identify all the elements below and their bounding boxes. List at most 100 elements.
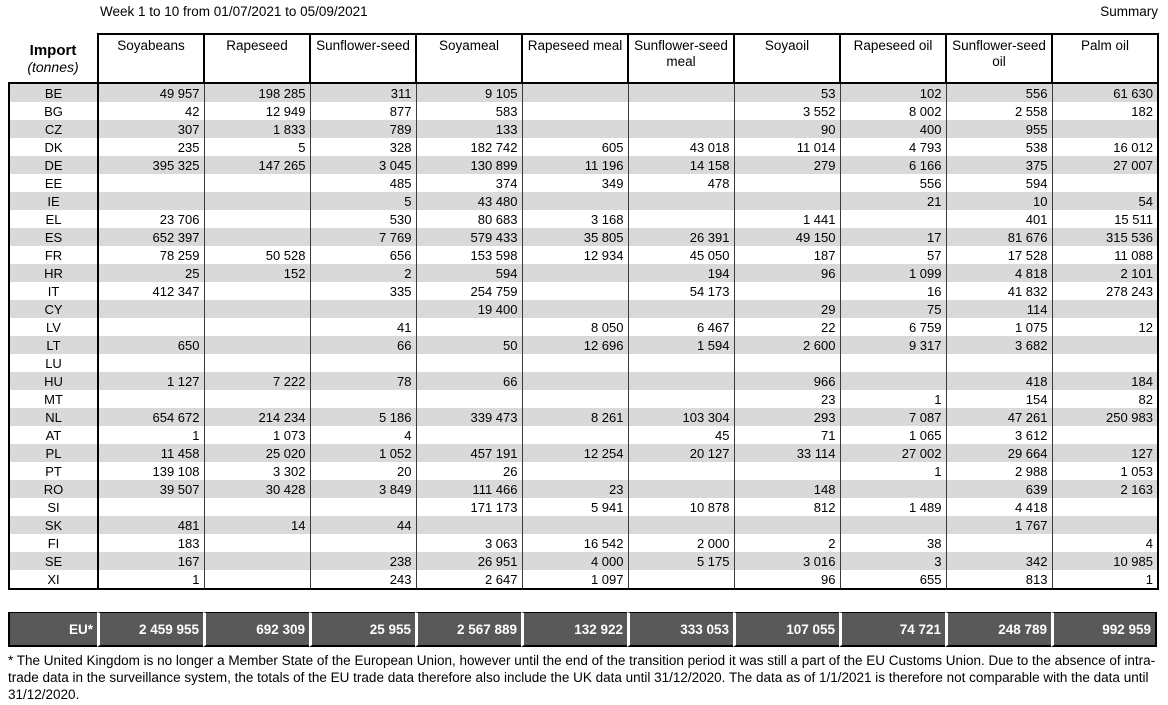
cell-NL-col8: 47 261 [946,408,1053,426]
cell-HR-col2: 2 [310,264,417,282]
cell-AT-col2: 4 [310,426,417,444]
cell-CY-col7: 75 [840,300,947,318]
country-label-RO: RO [8,480,99,498]
cell-CY-col1 [204,300,311,318]
cell-LU-col1 [204,354,311,372]
cell-HR-col6: 96 [734,264,841,282]
cell-EL-col0: 23 706 [98,210,205,228]
totals-cell-col9: 992 959 [1051,612,1157,647]
totals-cell-col5: 333 053 [627,612,733,647]
cell-AT-col3 [416,426,523,444]
cell-IE-col4 [522,192,629,210]
totals-cell-col4: 132 922 [521,612,627,647]
cell-PT-col0: 139 108 [98,462,205,480]
cell-PL-col2: 1 052 [310,444,417,462]
cell-LT-col4: 12 696 [522,336,629,354]
cell-CZ-col2: 789 [310,120,417,138]
cell-FI-col7: 38 [840,534,947,552]
country-label-MT: MT [8,390,99,408]
cell-DK-col2: 328 [310,138,417,156]
cell-IE-col7: 21 [840,192,947,210]
cell-CY-col2 [310,300,417,318]
cell-FR-col3: 153 598 [416,246,523,264]
cell-SE-col5: 5 175 [628,552,735,570]
country-label-XI: XI [8,570,99,590]
cell-IE-col1 [204,192,311,210]
cell-IT-col5: 54 173 [628,282,735,300]
country-label-SI: SI [8,498,99,516]
cell-LT-col2: 66 [310,336,417,354]
cell-EE-col3: 374 [416,174,523,192]
cell-DE-col3: 130 899 [416,156,523,174]
cell-SI-col5: 10 878 [628,498,735,516]
cell-PL-col5: 20 127 [628,444,735,462]
cell-SI-col3: 171 173 [416,498,523,516]
cell-PT-col3: 26 [416,462,523,480]
country-label-SE: SE [8,552,99,570]
cell-PL-col1: 25 020 [204,444,311,462]
cell-BE-col7: 102 [840,83,947,102]
totals-cell-col6: 107 055 [733,612,839,647]
cell-RO-col4: 23 [522,480,629,498]
table-row-NL: NL 654 672 214 234 5 186 339 473 8 261 103 304… [8,408,1159,426]
cell-SE-col0: 167 [98,552,205,570]
cell-PL-col0: 11 458 [98,444,205,462]
cell-IE-col8: 10 [946,192,1053,210]
cell-XI-col5 [628,570,735,590]
cell-HR-col9: 2 101 [1052,264,1159,282]
cell-EL-col5 [628,210,735,228]
table-row-MT: MT 23 1 154 82 [8,390,1159,408]
cell-LT-col5: 1 594 [628,336,735,354]
cell-RO-col0: 39 507 [98,480,205,498]
cell-LU-col2 [310,354,417,372]
column-header-rapeseed-meal: Rapeseed meal [521,33,629,84]
country-label-CY: CY [8,300,99,318]
cell-EE-col1 [204,174,311,192]
cell-EL-col1 [204,210,311,228]
cell-IE-col9: 54 [1052,192,1159,210]
cell-EE-col8: 594 [946,174,1053,192]
cell-MT-col1 [204,390,311,408]
cell-DE-col4: 11 196 [522,156,629,174]
cell-RO-col8: 639 [946,480,1053,498]
cell-CZ-col7: 400 [840,120,947,138]
cell-BE-col8: 556 [946,83,1053,102]
cell-FR-col8: 17 528 [946,246,1053,264]
cell-BG-col9: 182 [1052,102,1159,120]
cell-RO-col5 [628,480,735,498]
corner-title: Import [29,41,77,59]
cell-FR-col2: 656 [310,246,417,264]
cell-ES-col9: 315 536 [1052,228,1159,246]
cell-AT-col6: 71 [734,426,841,444]
table-row-XI: XI 1 243 2 647 1 097 96 655 813 1 [8,570,1159,590]
cell-BG-col8: 2 558 [946,102,1053,120]
cell-BE-col1: 198 285 [204,83,311,102]
cell-RO-col3: 111 466 [416,480,523,498]
cell-CY-col0 [98,300,205,318]
cell-DK-col8: 538 [946,138,1053,156]
country-label-LU: LU [8,354,99,372]
cell-FI-col0: 183 [98,534,205,552]
cell-HU-col4 [522,372,629,390]
cell-LT-col1 [204,336,311,354]
cell-LV-col6: 22 [734,318,841,336]
cell-IT-col3: 254 759 [416,282,523,300]
cell-PL-col7: 27 002 [840,444,947,462]
table-row-HR: HR 25 152 2 594 194 96 1 099 4 818 2 101 [8,264,1159,282]
cell-FI-col2 [310,534,417,552]
cell-LV-col9: 12 [1052,318,1159,336]
cell-RO-col6: 148 [734,480,841,498]
cell-IT-col4 [522,282,629,300]
cell-IT-col7: 16 [840,282,947,300]
country-label-HR: HR [8,264,99,282]
cell-DK-col3: 182 742 [416,138,523,156]
cell-BE-col2: 311 [310,83,417,102]
cell-EL-col7 [840,210,947,228]
cell-XI-col8: 813 [946,570,1053,590]
cell-ES-col0: 652 397 [98,228,205,246]
cell-RO-col7 [840,480,947,498]
cell-DK-col7: 4 793 [840,138,947,156]
cell-PT-col8: 2 988 [946,462,1053,480]
cell-RO-col2: 3 849 [310,480,417,498]
table-row-FI: FI 183 3 063 16 542 2 000 2 38 4 [8,534,1159,552]
